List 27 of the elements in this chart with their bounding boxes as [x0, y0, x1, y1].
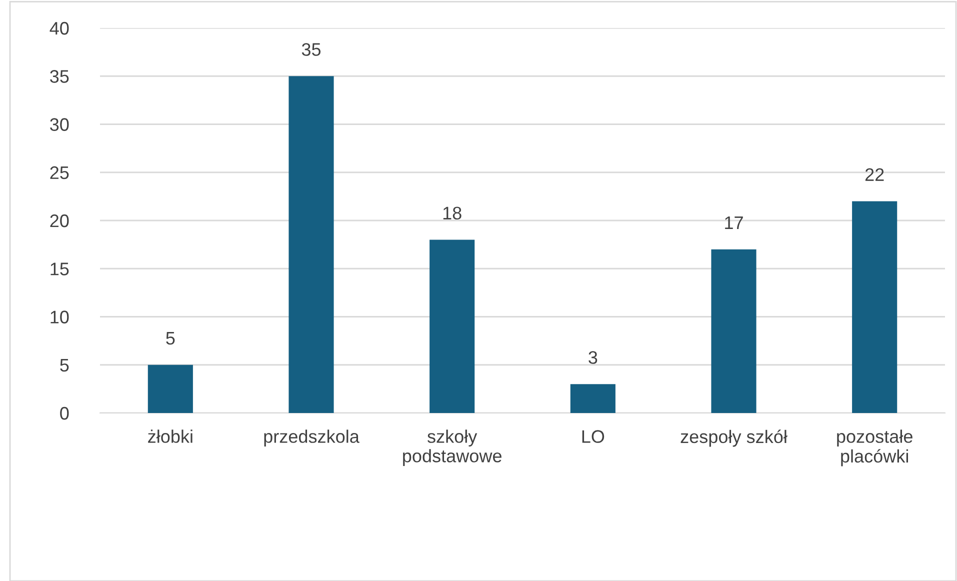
bar	[711, 249, 756, 413]
y-tick-label: 0	[60, 406, 69, 420]
y-tick-label: 25	[50, 166, 69, 180]
data-label: 35	[302, 43, 321, 56]
y-tick-label: 20	[50, 214, 69, 228]
bar	[148, 364, 193, 413]
y-tick-label: 5	[60, 358, 69, 372]
x-tick-label: żłobki	[148, 430, 192, 443]
x-tick-label: przedszkola	[264, 430, 360, 446]
bar	[570, 384, 616, 413]
x-tick-label: LO	[582, 430, 604, 443]
bar	[430, 240, 475, 413]
x-tick-label: zespoły szkół	[680, 430, 788, 447]
y-tick-label: 30	[50, 118, 69, 131]
data-label: 5	[166, 332, 175, 345]
data-label: 17	[725, 216, 743, 229]
x-tick-label: pozostałe placówki	[837, 430, 912, 466]
bar	[288, 76, 334, 413]
data-label: 22	[865, 168, 884, 181]
x-tick-label: szkoły podstawowe	[403, 430, 502, 466]
y-tick-label: 10	[50, 310, 69, 324]
y-tick-label: 35	[50, 70, 69, 83]
y-tick-label: 40	[50, 22, 69, 35]
bar	[852, 201, 898, 413]
data-label: 3	[588, 351, 598, 364]
data-label: 18	[443, 206, 462, 220]
y-tick-label: 15	[50, 262, 69, 276]
